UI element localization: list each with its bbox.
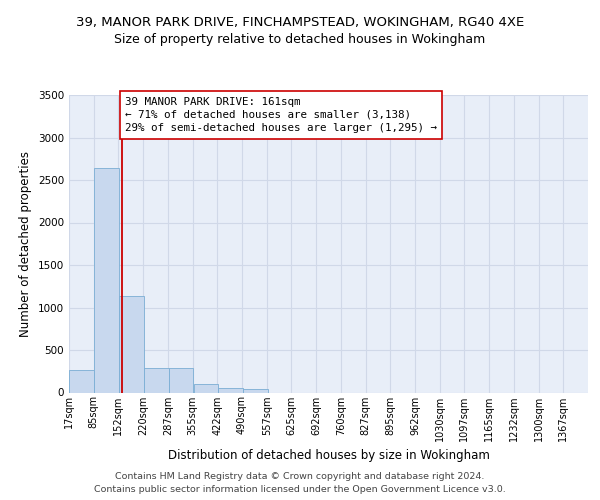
Y-axis label: Number of detached properties: Number of detached properties	[19, 151, 32, 337]
Bar	[94, 168, 119, 392]
Text: 39 MANOR PARK DRIVE: 161sqm
← 71% of detached houses are smaller (3,138)
29% of : 39 MANOR PARK DRIVE: 161sqm ← 71% of det…	[125, 96, 437, 133]
Bar	[119, 296, 143, 392]
Bar	[194, 384, 218, 392]
X-axis label: Distribution of detached houses by size in Wokingham: Distribution of detached houses by size …	[167, 449, 490, 462]
Text: Contains HM Land Registry data © Crown copyright and database right 2024.
Contai: Contains HM Land Registry data © Crown c…	[94, 472, 506, 494]
Text: Size of property relative to detached houses in Wokingham: Size of property relative to detached ho…	[115, 32, 485, 46]
Bar	[144, 368, 169, 392]
Bar	[218, 388, 243, 392]
Text: 39, MANOR PARK DRIVE, FINCHAMPSTEAD, WOKINGHAM, RG40 4XE: 39, MANOR PARK DRIVE, FINCHAMPSTEAD, WOK…	[76, 16, 524, 29]
Bar	[69, 370, 94, 392]
Bar	[244, 389, 268, 392]
Bar	[169, 368, 193, 392]
